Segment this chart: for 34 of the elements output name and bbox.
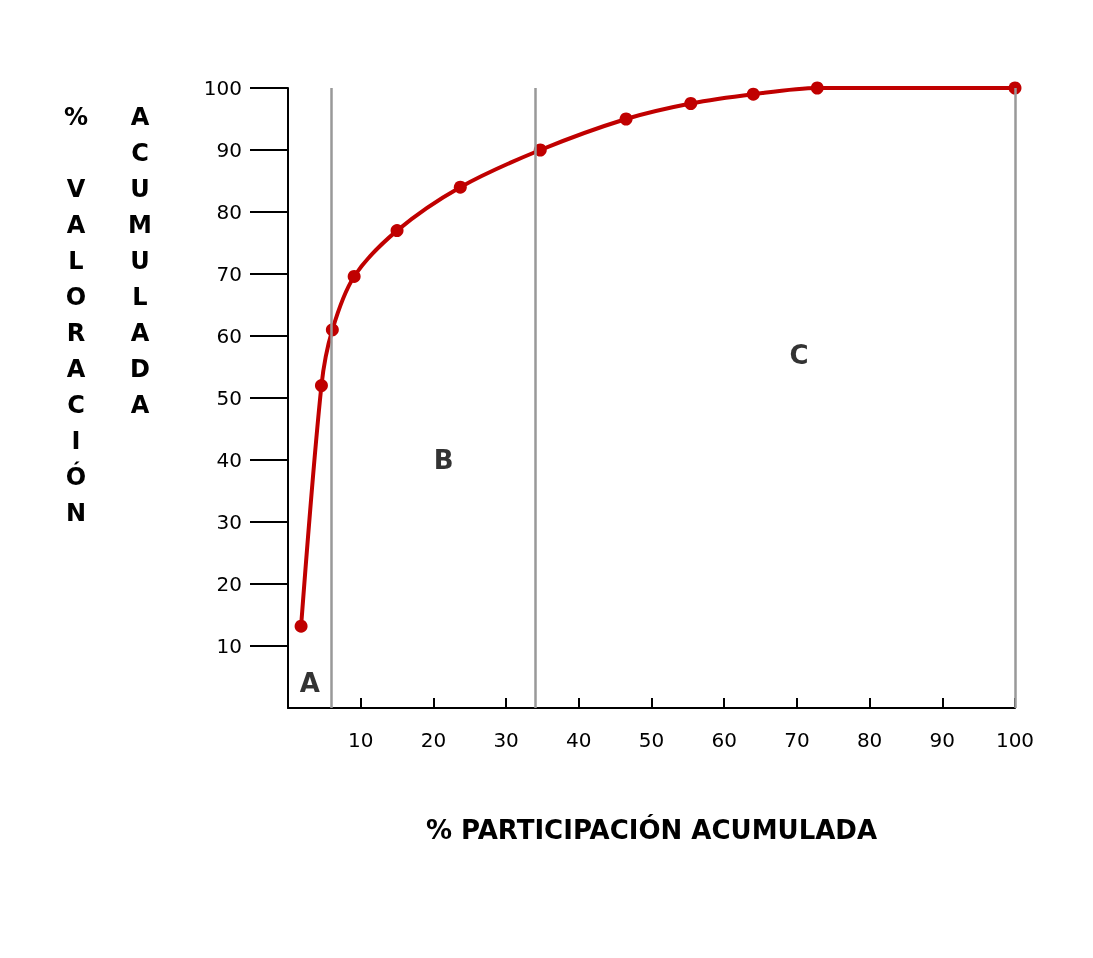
point bbox=[684, 97, 698, 110]
x-tick-label: 90 bbox=[929, 728, 956, 752]
point bbox=[314, 379, 328, 393]
y-tick-label: 30 bbox=[216, 510, 242, 534]
x-axis-title: % PARTICIPACIÓN ACUMULADA bbox=[425, 814, 878, 845]
annotation: B bbox=[433, 445, 454, 475]
y-tick-label: 20 bbox=[216, 572, 242, 596]
y-tick-label: 40 bbox=[216, 448, 242, 472]
x-tick-label: 50 bbox=[638, 728, 665, 752]
x-tick-label: 60 bbox=[711, 728, 737, 752]
y-tick-label: 50 bbox=[216, 386, 242, 410]
y-tick-label: 100 bbox=[203, 76, 242, 100]
y-tick-label: 60 bbox=[216, 324, 242, 348]
text: % VALORACIÓN ACUMULADA bbox=[62, 103, 154, 535]
y-tick-label: 10 bbox=[216, 634, 242, 658]
point bbox=[347, 269, 361, 283]
x-tick-label: 20 bbox=[420, 728, 447, 752]
x-tick-label: 70 bbox=[784, 728, 810, 752]
x-tick-label: 10 bbox=[347, 728, 374, 752]
y-tick-label: 80 bbox=[216, 200, 242, 224]
x-tick-label: 100 bbox=[995, 728, 1035, 752]
point bbox=[810, 81, 824, 95]
point bbox=[390, 224, 404, 238]
annotation: A bbox=[299, 668, 320, 699]
x-tick-label: 40 bbox=[566, 728, 592, 752]
y-tick-label: 90 bbox=[216, 138, 242, 162]
point bbox=[619, 112, 633, 126]
x-tick-label: 30 bbox=[493, 728, 519, 752]
x-tick-label: 80 bbox=[856, 728, 883, 752]
point bbox=[746, 87, 760, 101]
annotation: C bbox=[789, 339, 809, 370]
point bbox=[453, 180, 467, 194]
y-tick-label: 70 bbox=[216, 262, 242, 286]
point bbox=[294, 619, 308, 633]
